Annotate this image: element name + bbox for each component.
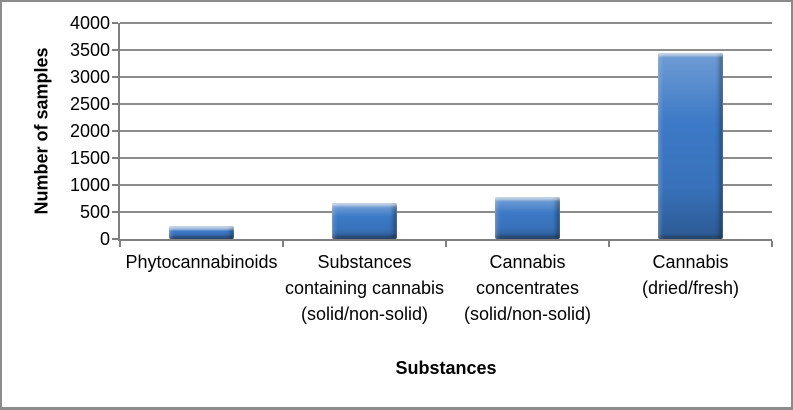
y-axis-tick	[112, 238, 118, 240]
y-tick-label: 2000	[69, 121, 110, 141]
gridline	[120, 211, 772, 213]
y-tick-label: 1000	[69, 175, 110, 195]
y-tick-label: 1500	[69, 148, 110, 168]
y-tick-label: 2500	[69, 94, 110, 114]
y-axis-tick	[112, 211, 118, 213]
x-axis-title: Substances	[395, 358, 497, 378]
gridline	[120, 22, 772, 24]
y-axis-title: Number of samples	[31, 47, 52, 215]
y-axis-tick	[112, 49, 118, 51]
y-axis-tick	[112, 130, 118, 132]
bar	[332, 202, 397, 239]
x-category-label: Phytocannabinoids	[125, 252, 278, 272]
x-axis-tick	[608, 241, 610, 247]
plot-area: 0 500 1000 1500 2000 2500 3000 3500 4000	[70, 13, 773, 249]
gridline	[120, 157, 772, 159]
y-tick-label: 500	[79, 202, 110, 222]
x-axis-tick	[771, 241, 773, 247]
x-category-label: Substances containing cannabis (solid/no…	[284, 252, 445, 324]
y-axis-tick	[112, 184, 118, 186]
x-axis-tick	[445, 241, 447, 247]
x-axis-tick	[282, 241, 284, 247]
x-category-label: Cannabis (dried/fresh)	[641, 252, 740, 298]
x-axis-tick	[119, 241, 121, 247]
gridline	[120, 76, 772, 78]
bar	[169, 225, 234, 239]
y-axis-tick	[112, 76, 118, 78]
y-axis-tick	[112, 22, 118, 24]
x-category-label: Cannabis concentrates (solid/non-solid)	[463, 252, 592, 324]
gridline	[120, 184, 772, 186]
x-axis-category-labels: Phytocannabinoids Substances containing c…	[120, 249, 772, 327]
gridline	[120, 130, 772, 132]
y-tick-label: 4000	[69, 13, 110, 33]
bar	[658, 52, 723, 239]
y-tick-label: 3500	[69, 40, 110, 60]
y-tick-label: 0	[99, 229, 110, 249]
bar	[495, 196, 560, 239]
gridline	[120, 49, 772, 51]
gridline	[120, 103, 772, 105]
y-axis-tick	[112, 157, 118, 159]
y-tick-label: 3000	[69, 67, 110, 87]
y-axis-tick	[112, 103, 118, 105]
